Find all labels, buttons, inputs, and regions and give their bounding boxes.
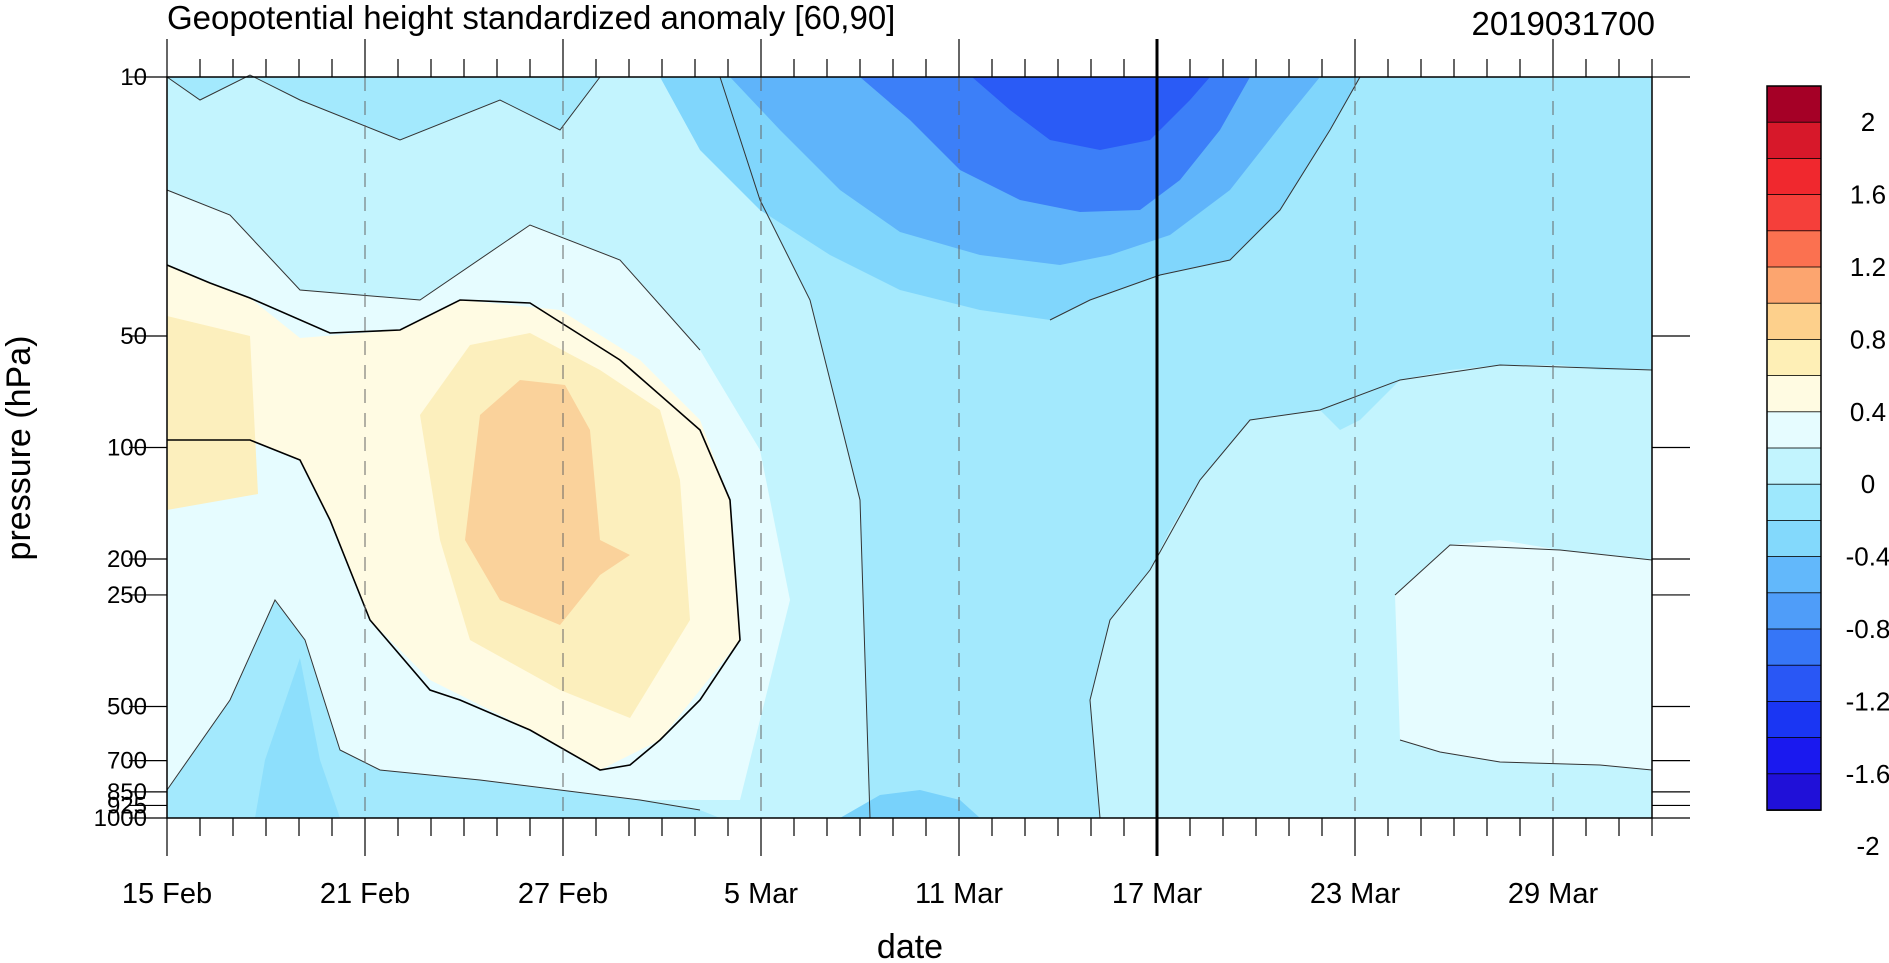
y-tick-label: 700 — [107, 748, 147, 775]
band-tan-positive — [465, 380, 630, 625]
band-very-light-right — [1395, 540, 1652, 770]
y-tick-label: 100 — [107, 435, 147, 462]
colorbar-segment — [1766, 338, 1822, 377]
x-axis-label: date — [877, 928, 943, 963]
contour-line-zero — [166, 264, 741, 771]
band-deep-blue-core — [972, 77, 1210, 150]
colorbar-segment — [1766, 194, 1822, 232]
colorbar-label: 1.2 — [1850, 252, 1886, 282]
contour-line-right-3 — [1399, 739, 1653, 771]
colorbar-label: 2 — [1861, 107, 1875, 137]
colorbar-label: 1.6 — [1850, 180, 1886, 210]
y-tick-label: 10 — [120, 64, 147, 91]
x-tick-label: 27 Feb — [518, 878, 608, 910]
y-tick-label: 850 — [107, 779, 147, 806]
y-tick-label: 250 — [107, 582, 147, 609]
chart-title: Geopotential height standardized anomaly… — [167, 0, 895, 36]
colorbar-segment — [1766, 85, 1822, 124]
x-tick-label: 17 Mar — [1112, 878, 1203, 910]
colorbar: 2 1.6 1.2 0.8 0.4 0 -0.4 -0.8 -1.2 -1.6 -2 — [1766, 85, 1889, 861]
colorbar-segment — [1766, 157, 1822, 196]
colorbar-segment — [1766, 375, 1822, 413]
colorbar-segment — [1766, 628, 1822, 667]
colorbar-segment — [1766, 302, 1822, 341]
colorbar-label: 0.8 — [1850, 324, 1886, 354]
colorbar-label: -2 — [1856, 831, 1879, 861]
colorbar-label: -0.4 — [1846, 542, 1889, 572]
contour-line-middle — [719, 76, 871, 819]
band-bright-cyan-lower — [255, 658, 340, 818]
contour-line-right-1 — [1089, 364, 1653, 819]
colorbar-segment — [1766, 592, 1822, 630]
contour-line-lower — [166, 599, 701, 811]
contour-line-upper-2 — [166, 74, 601, 141]
colorbar-frame — [1766, 85, 1822, 811]
y-tick-label: 200 — [107, 546, 147, 573]
x-tick-label: 23 Mar — [1310, 878, 1401, 910]
contour-line-right-2 — [1394, 544, 1653, 596]
contour-bands — [167, 75, 1652, 818]
colorbar-segment — [1766, 556, 1822, 594]
colorbar-segment — [1766, 230, 1822, 268]
colorbar-segment — [1766, 701, 1822, 739]
y-tick-label: 1000 — [94, 805, 147, 832]
contour-line-upper-1 — [166, 189, 701, 351]
x-axis-ticks: 15 Feb 21 Feb 27 Feb 5 Mar 11 Mar 17 Mar 23 Ma… — [122, 39, 1653, 910]
colorbar-segment — [1766, 737, 1822, 775]
colorbar-segment — [1766, 773, 1822, 811]
band-pale-yellow-left — [167, 316, 258, 510]
x-tick-label: 21 Feb — [320, 878, 410, 910]
contour-line-upper-right — [1049, 76, 1361, 321]
colorbar-segment — [1766, 121, 1822, 160]
band-blue-lower-middle — [840, 790, 980, 818]
colorbar-segment — [1766, 266, 1822, 305]
colorbar-label: 0 — [1861, 469, 1875, 499]
y-tick-label: 925 — [107, 792, 147, 819]
contour-lines — [166, 74, 1653, 819]
y-axis-label: pressure (hPa) — [0, 336, 38, 561]
colorbar-label: -1.2 — [1846, 686, 1889, 716]
x-tick-label: 5 Mar — [724, 878, 798, 910]
colorbar-segment — [1766, 664, 1822, 703]
x-tick-label: 15 Feb — [122, 878, 212, 910]
colorbar-segment — [1766, 447, 1822, 486]
y-tick-label: 50 — [120, 323, 147, 350]
colorbar-segment — [1766, 520, 1822, 558]
chart-subtitle: 2019031700 — [1471, 5, 1655, 42]
x-tick-label: 29 Mar — [1508, 878, 1599, 910]
colorbar-label: -1.6 — [1846, 759, 1889, 789]
colorbar-label: -0.8 — [1846, 614, 1889, 644]
colorbar-label: 0.4 — [1850, 397, 1886, 427]
x-tick-label: 11 Mar — [915, 878, 1003, 910]
colorbar-segment — [1766, 483, 1822, 522]
y-tick-label: 500 — [107, 693, 147, 720]
colorbar-segment — [1766, 411, 1822, 449]
